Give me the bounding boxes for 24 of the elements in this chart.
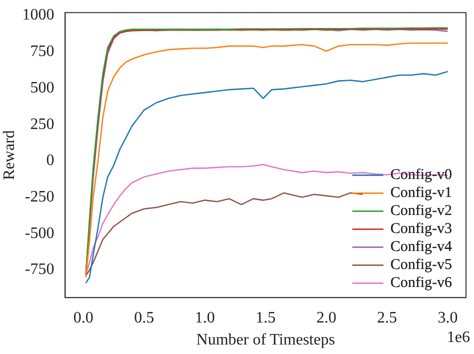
x-tick-label: 0.0: [73, 309, 94, 326]
y-tick-label: -250: [24, 188, 54, 206]
x-tick-label: 3.0: [438, 309, 458, 326]
legend-label: Config-v3: [390, 221, 452, 238]
x-axis-title: Number of Timesteps: [196, 332, 335, 349]
y-tick-label: 500: [30, 79, 54, 96]
x-tick-label: 2.0: [316, 309, 336, 326]
text: 1e6: [446, 328, 470, 346]
x-tick-label: 1.5: [256, 309, 276, 326]
x-tick-label: 1.0: [194, 309, 215, 326]
legend-label: Config-v5: [390, 257, 452, 274]
x-tick-label: 0.5: [134, 309, 154, 326]
legend-label: Config-v2: [390, 203, 452, 220]
legend-label: Config-v6: [390, 275, 452, 292]
y-axis-title: Reward: [0, 130, 18, 180]
legend-label: Config-v4: [390, 239, 452, 256]
legend-label: Config-v1: [390, 185, 452, 202]
y-tick-label: 250: [30, 116, 54, 133]
y-tick-label: -500: [24, 224, 54, 242]
y-tick-label: 1000: [22, 6, 54, 24]
x-tick-label: 2.5: [377, 309, 398, 326]
y-tick-label: 750: [30, 43, 54, 60]
y-tick-label: -750: [24, 261, 54, 278]
y-tick-label: 0: [46, 152, 54, 170]
